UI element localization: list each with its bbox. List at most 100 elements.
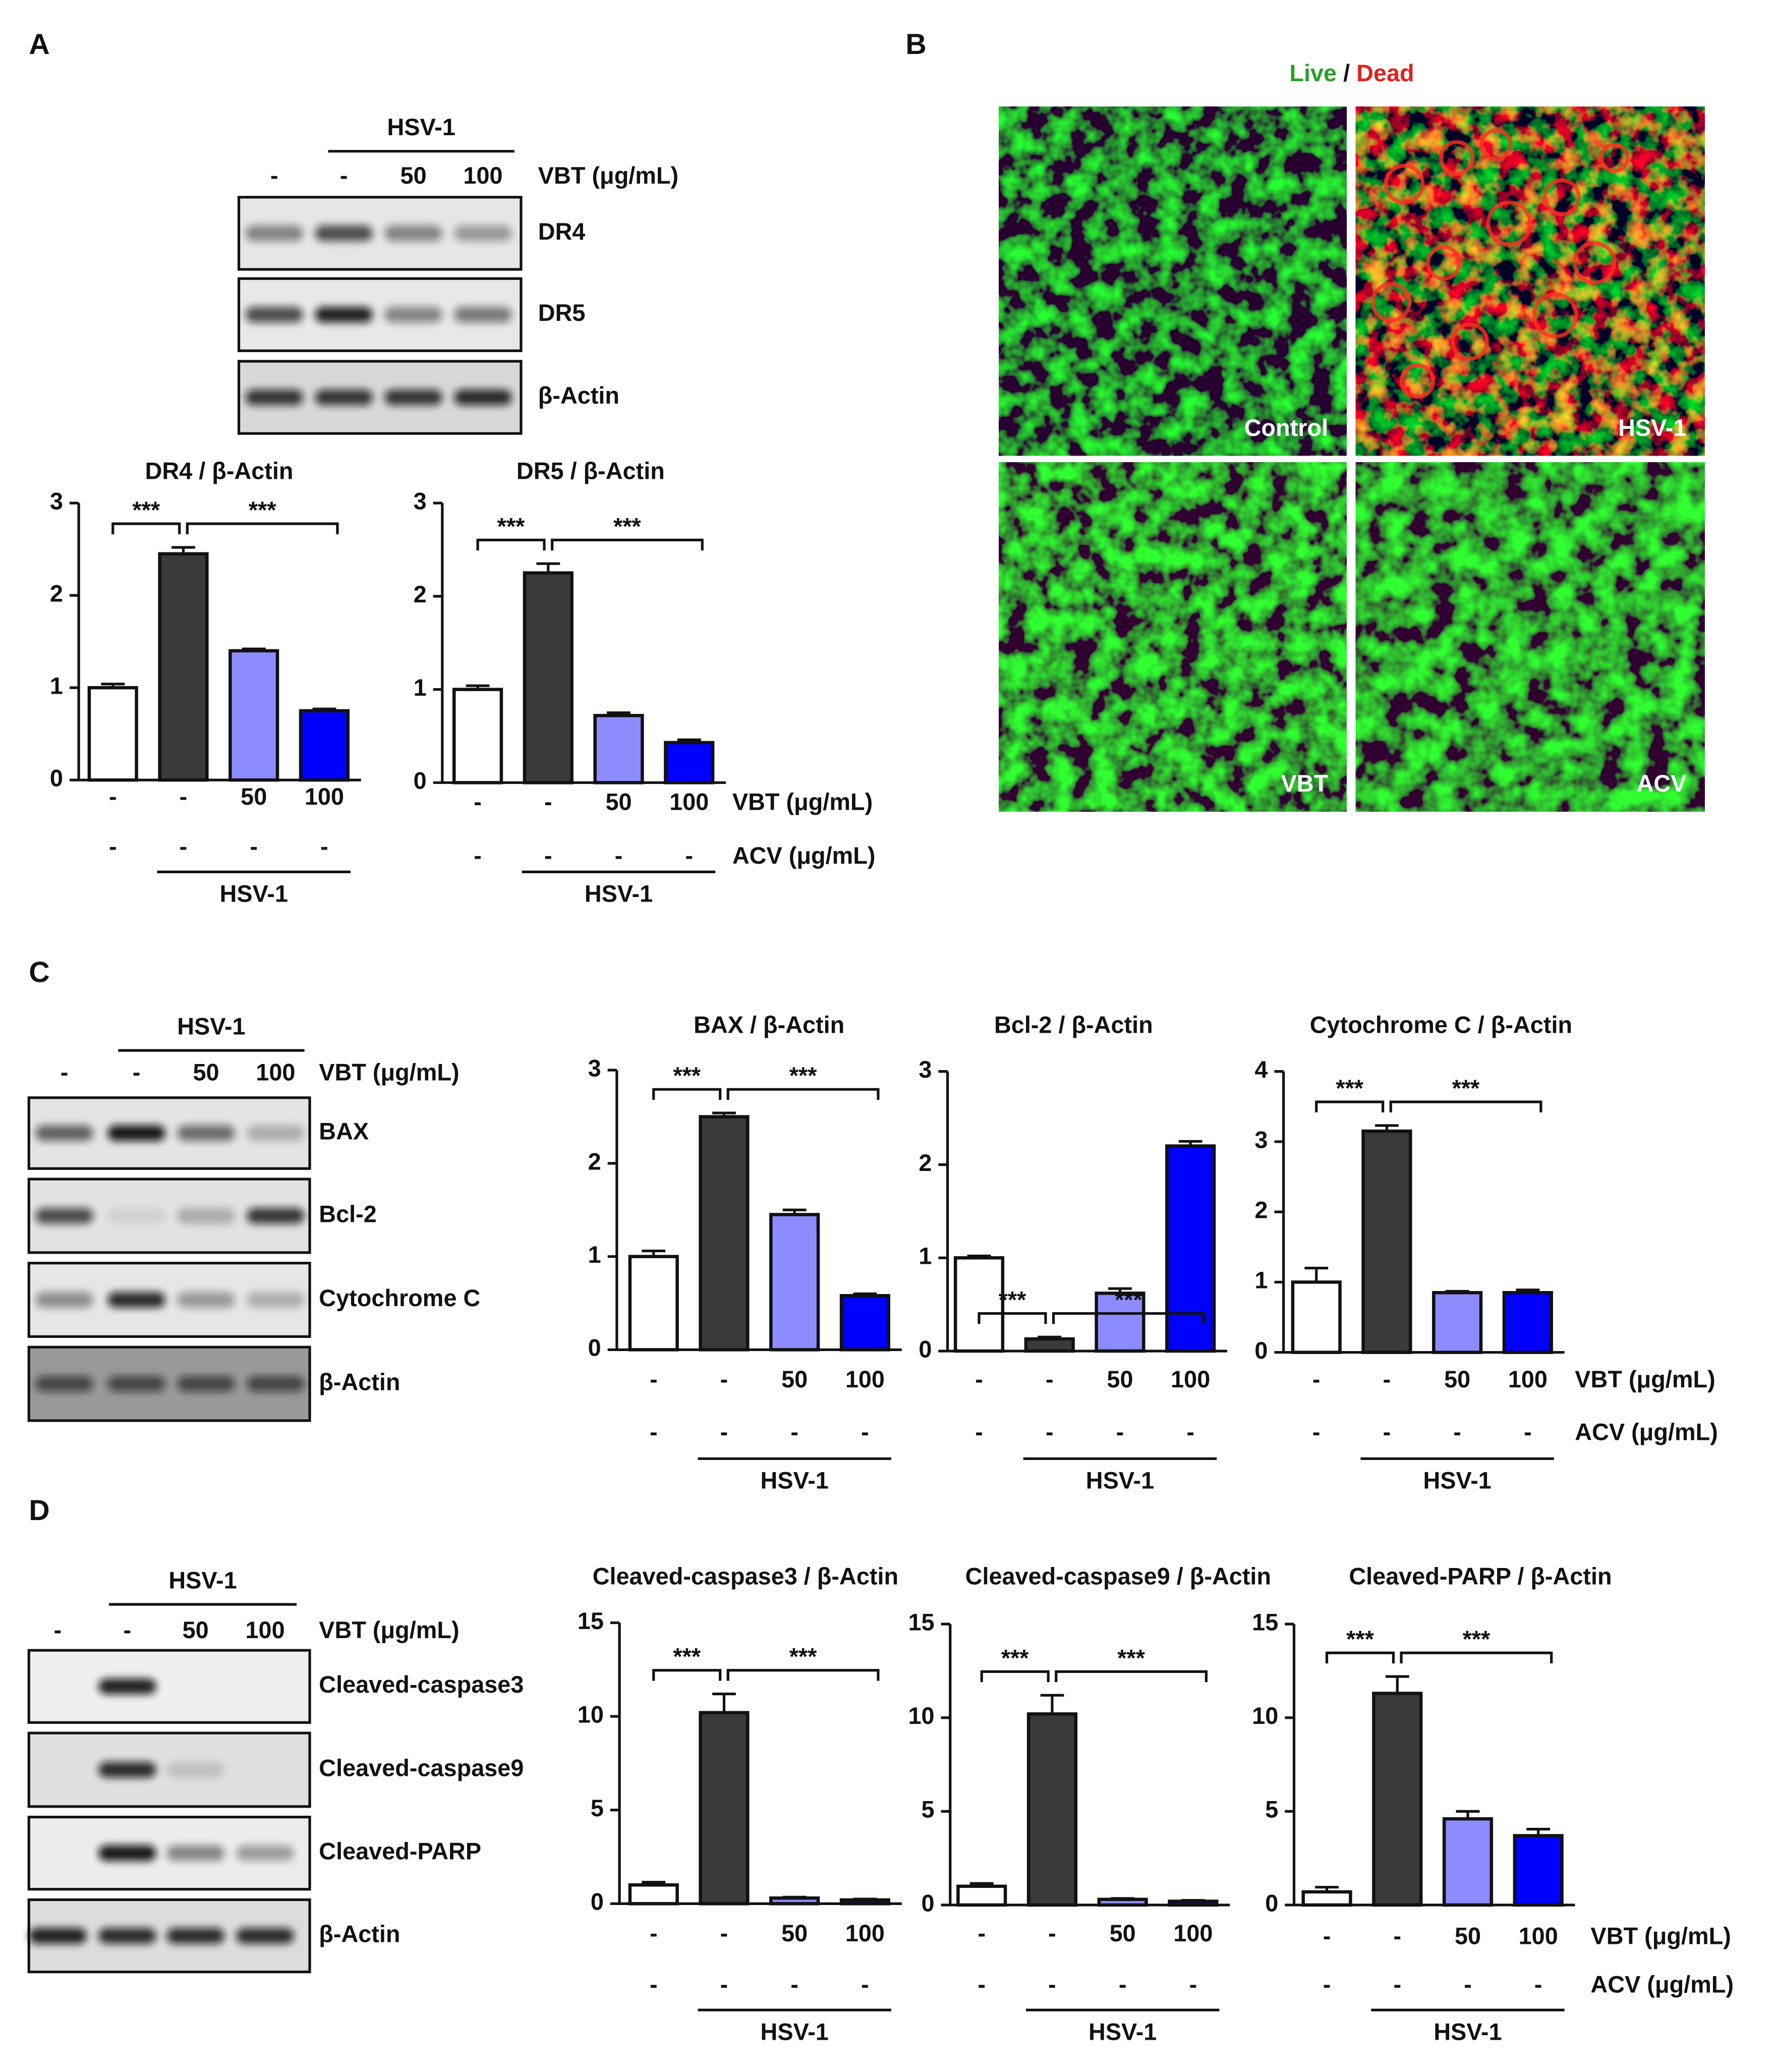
- x-tick-label: -: [544, 789, 552, 815]
- acv-label: -: [975, 1419, 983, 1445]
- bar: [1361, 1129, 1412, 1354]
- x-tick-label: 50: [781, 1920, 808, 1946]
- acv-label: -: [1312, 1419, 1321, 1445]
- bar: [1165, 1144, 1216, 1353]
- bar: [158, 552, 209, 782]
- x-tick-label: 50: [1110, 1920, 1136, 1946]
- bar: [953, 1256, 1005, 1353]
- bar: [769, 1896, 820, 1906]
- blot-row-label: Cleaved-caspase9: [319, 1755, 524, 1781]
- bar: [628, 1883, 679, 1906]
- bar: [1024, 1337, 1075, 1353]
- y-tick-label: 15: [578, 1608, 604, 1634]
- x-row-label: ACV (μg/mL): [732, 843, 876, 869]
- significance-bracket: [1400, 1651, 1553, 1664]
- x-tick-label: -: [1323, 1923, 1331, 1949]
- x-tick-label: -: [720, 1366, 728, 1392]
- acv-label: -: [1116, 1419, 1124, 1445]
- significance-bracket: [652, 1088, 722, 1100]
- blot-row-label: Cleaved-caspase3: [319, 1671, 524, 1698]
- panel-label: D: [29, 1494, 49, 1527]
- lane-label: -: [340, 162, 348, 189]
- acv-label: -: [1048, 1972, 1056, 1998]
- blot-band: [384, 225, 442, 242]
- significance-bracket: [1325, 1651, 1395, 1664]
- bar: [1026, 1712, 1078, 1907]
- x-tick-label: -: [109, 783, 117, 810]
- significance-bracket: [726, 1669, 880, 1681]
- blot-band: [247, 1376, 305, 1392]
- acv-label: -: [720, 1972, 728, 1998]
- panel-label: B: [905, 28, 926, 61]
- bar: [664, 741, 715, 785]
- x-tick-label: 100: [1173, 1920, 1213, 1946]
- y-tick-label: 2: [919, 1150, 932, 1176]
- group-label: HSV-1: [220, 880, 288, 907]
- micrograph-label: VBT: [1281, 770, 1328, 797]
- bar: [1372, 1692, 1423, 1907]
- blot-band: [35, 1125, 93, 1141]
- y-tick-label: 5: [922, 1797, 935, 1823]
- panel-label: C: [29, 956, 49, 988]
- blot-band: [236, 1845, 294, 1861]
- group-label: HSV-1: [761, 2019, 829, 2045]
- live-label: Live: [1289, 60, 1337, 86]
- significance-label: ***: [1463, 1626, 1491, 1652]
- acv-label: -: [1186, 1419, 1194, 1445]
- blot-band: [98, 1762, 156, 1778]
- acv-label: -: [978, 1972, 986, 1998]
- significance-bracket: [980, 1670, 1050, 1683]
- significance-bracket: [978, 1312, 1047, 1324]
- micrograph-label: ACV: [1637, 770, 1687, 797]
- y-tick-label: 3: [414, 488, 427, 514]
- y-tick-label: 10: [1252, 1703, 1278, 1729]
- treatment-label: VBT (μg/mL): [319, 1617, 459, 1643]
- y-tick-label: 0: [588, 1335, 601, 1361]
- blot-band: [177, 1208, 235, 1224]
- acv-label: -: [180, 833, 188, 860]
- bar: [228, 649, 279, 782]
- x-row-label: ACV (μg/mL): [1575, 1419, 1718, 1445]
- bar: [956, 1884, 1007, 1907]
- y-tick-label: 2: [50, 580, 63, 606]
- blot-band: [98, 1928, 156, 1944]
- chart-title: DR5 / β-Actin: [517, 458, 665, 484]
- y-tick-label: 2: [414, 581, 427, 607]
- x-tick-label: -: [1046, 1366, 1054, 1392]
- x-row-label: VBT (μg/mL): [1591, 1923, 1731, 1949]
- treatment-label: VBT (μg/mL): [319, 1059, 459, 1085]
- group-label: HSV-1: [1086, 1468, 1154, 1494]
- blot-band: [236, 1928, 294, 1944]
- significance-bracket: [1389, 1100, 1542, 1112]
- y-tick-label: 5: [1265, 1797, 1278, 1823]
- blot-band: [35, 1292, 93, 1308]
- bar: [628, 1255, 679, 1352]
- micrograph-title: Live / Dead: [1289, 60, 1414, 86]
- y-tick-label: 3: [50, 488, 63, 514]
- blot-band: [454, 225, 512, 242]
- y-tick-label: 10: [578, 1702, 604, 1728]
- blot-row-label: β-Actin: [538, 382, 619, 409]
- bar: [699, 1711, 750, 1906]
- cell-ring: [1384, 163, 1425, 205]
- chart-title: Bcl-2 / β-Actin: [994, 1012, 1153, 1038]
- significance-label: ***: [497, 513, 525, 539]
- blot-band: [245, 225, 304, 242]
- y-tick-label: 0: [922, 1890, 935, 1916]
- y-tick-label: 0: [1254, 1337, 1268, 1364]
- x-row-label: VBT (μg/mL): [732, 789, 873, 815]
- group-label: HSV-1: [761, 1468, 829, 1494]
- acv-label: -: [109, 833, 117, 860]
- significance-label: ***: [789, 1062, 817, 1089]
- blot-band: [454, 307, 512, 323]
- significance-label: ***: [1336, 1075, 1363, 1101]
- blot-row-label: DR5: [538, 300, 586, 326]
- x-tick-label: -: [1312, 1366, 1321, 1392]
- blot-band: [98, 1845, 156, 1861]
- bar: [839, 1898, 891, 1906]
- bar: [1442, 1817, 1494, 1907]
- x-tick-label: -: [1393, 1923, 1401, 1949]
- significance-bracket: [551, 538, 704, 551]
- chart-title: Cleaved-caspase9 / β-Actin: [965, 1563, 1271, 1589]
